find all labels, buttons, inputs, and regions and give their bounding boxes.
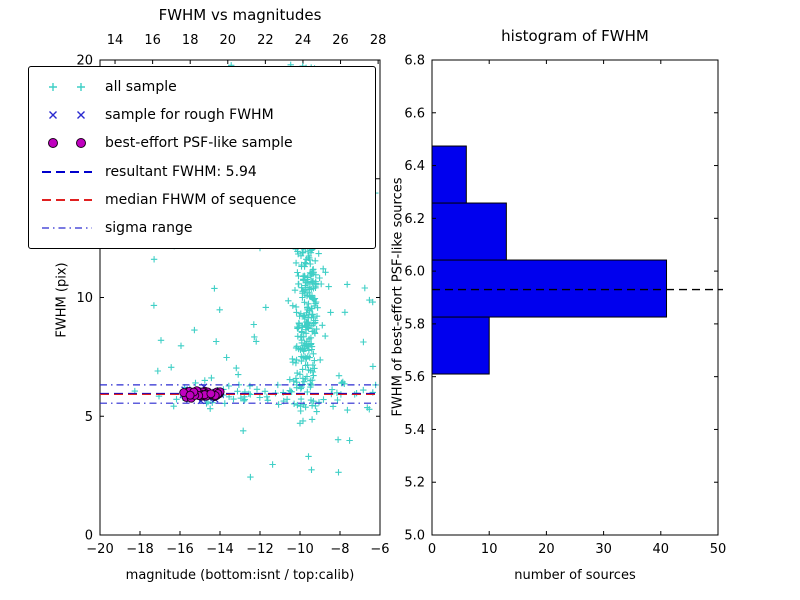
y-tick-label: 6.8 — [404, 54, 425, 69]
legend-item-5: sigma range — [39, 219, 365, 237]
scatter-ylabel: FWHM (pix) — [54, 262, 70, 338]
legend-dashed-icon — [42, 170, 92, 173]
x-tick-label: −12 — [246, 542, 273, 557]
legend-item-4: median FHWM of sequence — [39, 191, 365, 209]
x-tick-label: 40 — [653, 542, 670, 557]
legend-box: all sample sample for rough FWHM best-effo… — [28, 66, 376, 249]
x-tick-label: −10 — [286, 542, 313, 557]
x-tick-top-label: 24 — [295, 33, 312, 48]
x-tick-label: 10 — [481, 542, 498, 557]
y-tick-label: 6.2 — [404, 212, 425, 227]
y-tick-label: 5.8 — [404, 317, 425, 332]
legend-item-1: sample for rough FWHM — [39, 106, 365, 124]
hist-bar — [431, 316, 490, 375]
x-tick-top-label: 20 — [220, 33, 237, 48]
legend-item-2: best-effort PSF-like sample — [39, 134, 365, 152]
x-tick-top-label: 22 — [257, 33, 274, 48]
y-tick-label: 5.2 — [404, 476, 425, 491]
y-tick-label: 0 — [85, 529, 93, 544]
legend-item-label: median FHWM of sequence — [105, 191, 297, 208]
x-tick-label: 0 — [428, 542, 436, 557]
legend-circle-icon — [48, 138, 86, 149]
scatter-plot: −20 −18 −16 −14 −12 −10 −8 −6 14 16 18 20 22 24 26 28 0 5… — [76, 33, 389, 557]
x-tick-top-label: 14 — [107, 33, 124, 48]
x-tick-label: 50 — [710, 542, 727, 557]
legend-item-label: all sample — [105, 79, 177, 96]
scatter-xlabel: magnitude (bottom:isnt / top:calib) — [125, 568, 355, 583]
psf-sample-point — [185, 390, 195, 400]
x-tick-label: −18 — [126, 542, 153, 557]
legend-item-label: best-effort PSF-like sample — [105, 135, 293, 152]
legend-plus-icon — [49, 83, 85, 92]
x-tick-top-label: 16 — [144, 33, 161, 48]
y-tick-label: 6.4 — [404, 159, 425, 174]
legend-item-label: resultant FWHM: 5.94 — [105, 163, 257, 180]
legend-item-label: sigma range — [105, 219, 193, 236]
y-tick-label: 5.6 — [404, 370, 425, 385]
hist-ylabel: FWHM of best-effort PSF-like sources — [390, 177, 406, 417]
x-tick-label: −14 — [206, 542, 233, 557]
x-tick-label: −8 — [330, 542, 349, 557]
hist-title: histogram of FWHM — [501, 27, 649, 45]
hist-plot: 0 10 20 30 40 50 5.0 5.2 5.4 5.6 5.8 6.0 6.2 6.4 6.6 6.… — [404, 54, 726, 558]
psf-sample-point — [206, 389, 216, 399]
y-tick-label: 5.0 — [404, 529, 425, 544]
legend-dashed-icon — [42, 198, 92, 201]
hist-bar — [431, 145, 467, 204]
x-tick-top-label: 28 — [370, 33, 387, 48]
x-tick-label: −16 — [166, 542, 193, 557]
x-tick-label: −20 — [86, 542, 113, 557]
y-tick-label: 20 — [76, 54, 93, 69]
y-tick-label: 6.0 — [404, 265, 425, 280]
legend-x-icon — [49, 111, 85, 120]
x-tick-label: 30 — [595, 542, 612, 557]
x-tick-top-label: 18 — [182, 33, 199, 48]
scatter-title: FWHM vs magnitudes — [158, 6, 322, 24]
legend-item-3: resultant FWHM: 5.94 — [39, 163, 365, 181]
legend-item-label: sample for rough FWHM — [105, 107, 274, 124]
hist-xlabel: number of sources — [514, 568, 636, 583]
y-tick-label: 10 — [76, 291, 93, 306]
x-tick-label: 20 — [538, 542, 555, 557]
hist-bar — [431, 259, 668, 318]
y-tick-label: 6.6 — [404, 106, 425, 121]
x-tick-label: −6 — [370, 542, 389, 557]
legend-dashdot-icon — [42, 227, 92, 229]
hist-bar — [431, 202, 507, 261]
x-tick-top-label: 26 — [332, 33, 349, 48]
axes-frame — [431, 59, 719, 536]
legend-item-0: all sample — [39, 78, 365, 96]
y-tick-label: 5.4 — [404, 423, 425, 438]
y-tick-label: 5 — [85, 410, 93, 425]
